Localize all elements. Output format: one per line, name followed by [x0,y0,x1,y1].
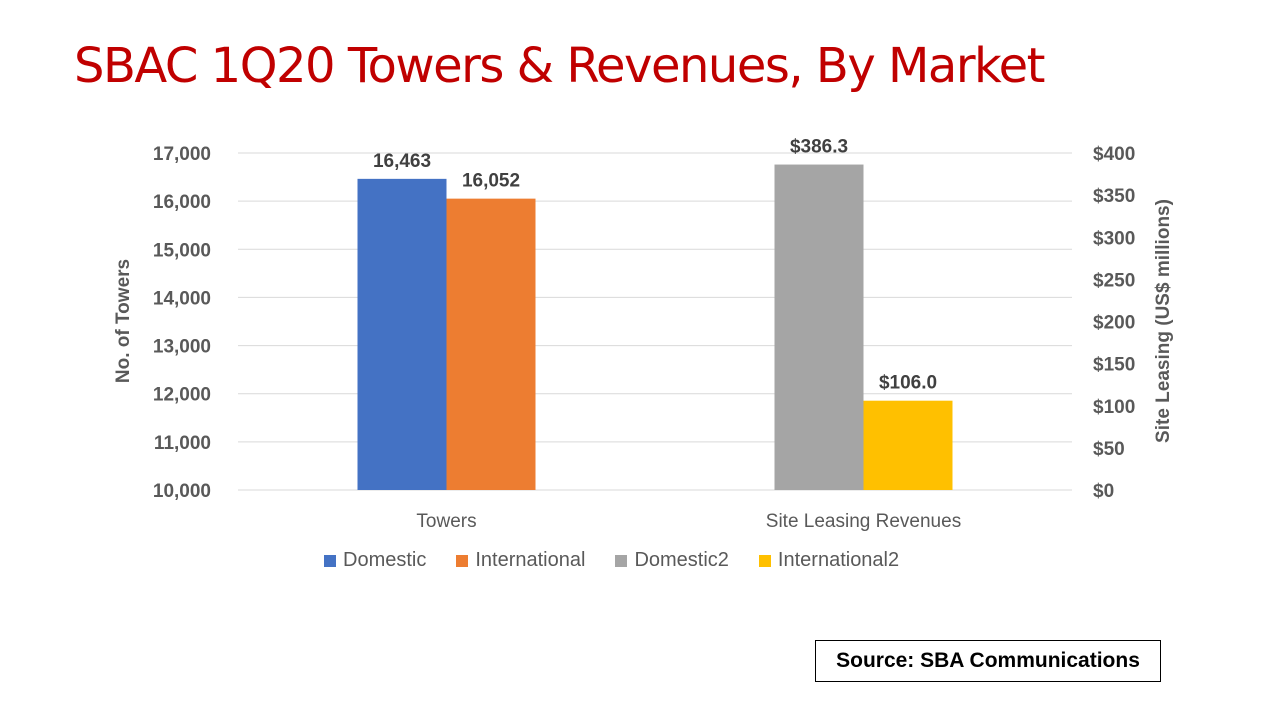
legend-swatch [456,554,469,567]
y-left-tick-label: 10,000 [153,481,211,502]
data-label: $106.0 [879,373,937,394]
y-right-tick-label: $250 [1093,270,1135,291]
y-right-tick-label: $150 [1093,355,1135,376]
y-right-tick-label: $100 [1093,397,1135,418]
legend-label: Domestic2 [634,549,729,571]
legend-swatch [758,554,771,567]
legend-item: Domestic2 [615,549,729,572]
category-label: Towers [416,511,476,532]
legend-item: International [456,549,585,572]
data-label: 16,052 [462,171,520,192]
legend-label: International2 [777,549,900,571]
y-right-tick-label: $50 [1093,439,1125,460]
legend-item: International2 [758,549,900,572]
legend-swatch [324,554,336,567]
y-right-tick-label: $300 [1093,228,1135,249]
y-left-tick-label: 14,000 [153,288,211,309]
source-note: Source: SBA Communications [815,640,1161,682]
data-label: $386.3 [790,137,848,158]
y-right-tick-label: $350 [1093,186,1135,207]
page-title: SBAC 1Q20 Towers & Revenues, By Market [74,38,1045,94]
y-right-tick-label: $200 [1093,313,1135,334]
y-left-tick-label: 16,000 [153,192,211,213]
y-right-tick-label: $400 [1093,144,1135,165]
bar-international2 [863,400,953,490]
category-label: Site Leasing Revenues [766,511,961,532]
bar-international [446,198,536,490]
legend-item: Domestic [324,549,426,572]
y-left-axis-title: No. of Towers [113,259,134,383]
y-left-tick-label: 11,000 [154,433,211,454]
data-label: 16,463 [373,151,431,172]
legend-label: Domestic [343,549,427,571]
legend-swatch [615,554,628,567]
y-left-tick-label: 13,000 [153,337,211,358]
bar-chart: 10,000 11,000 12,000 13,000 14,000 15,000 16,0… [113,137,1174,532]
y-right-axis-title: Site Leasing (US$ millions) [1153,199,1174,443]
y-left-tick-label: 12,000 [153,385,211,406]
y-left-tick-label: 15,000 [153,240,211,261]
legend-label: International [475,549,586,571]
y-left-tick-label: 17,000 [153,144,211,165]
y-right-tick-label: $0 [1093,481,1114,502]
chart-legend: Domestic International Domestic2 Internatio… [324,549,899,572]
bar-domestic [357,178,447,490]
bar-domestic2 [774,164,864,491]
